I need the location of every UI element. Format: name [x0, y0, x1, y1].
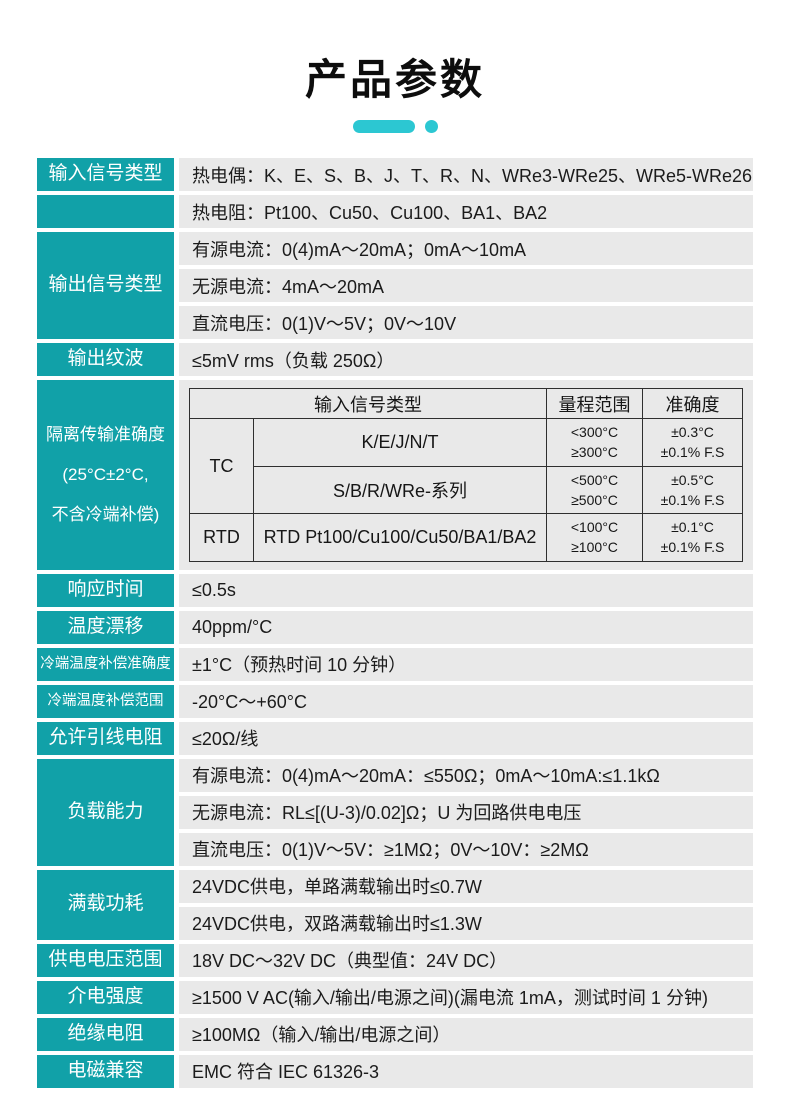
- isolation-label-line2: (25°C±2°C,: [62, 464, 149, 484]
- param-value-load-passive: 无源电流：RL≤[(U-3)/0.02]Ω；U 为回路供电电压: [179, 795, 753, 829]
- accuracy-row-tc-1: TC K/E/J/N/T <300°C ≥300°C ±0.3°C ±0.1% …: [189, 417, 743, 515]
- spec-row-insulation-resistance: 绝缘电阻 ≥100MΩ（输入/输出/电源之间）: [37, 1017, 753, 1051]
- param-value-dc-voltage: 直流电压：0(1)V～5V；0V～10V: [179, 306, 753, 339]
- param-label-cold-junction-range: 冷端温度补偿范围: [37, 684, 174, 718]
- spec-row-cold-junction-range: 冷端温度补偿范围 -20°C～+60°C: [37, 684, 753, 718]
- param-value-load-voltage: 直流电压：0(1)V～5V：≥1MΩ；0V～10V：≥2MΩ: [179, 832, 753, 866]
- spec-row-isolation-accuracy: 隔离传输准确度 (25°C±2°C, 不含冷端补偿) 输入信号类型 量程范围 准…: [37, 380, 753, 570]
- param-value-cold-junction-accuracy: ±1°C（预热时间 10 分钟）: [179, 647, 753, 681]
- spec-row-supply-voltage: 供电电压范围 18V DC～32V DC（典型值：24V DC）: [37, 943, 753, 977]
- param-label-emc: 电磁兼容: [37, 1054, 174, 1088]
- param-label-cold-junction-accuracy: 冷端温度补偿准确度: [37, 647, 174, 681]
- input-signal-values: 热电偶：K、E、S、B、J、T、R、N、WRe3-WRe25、WRe5-WRe2…: [179, 158, 753, 228]
- spec-row-temp-drift: 温度漂移 40ppm/°C: [37, 610, 753, 644]
- param-value-load-active: 有源电流：0(4)mA～20mA：≤550Ω；0mA～10mA:≤1.1kΩ: [179, 758, 753, 792]
- param-label-supply-voltage: 供电电压范围: [37, 943, 174, 977]
- accuracy-header-range: 量程范围: [546, 388, 643, 419]
- page-title: 产品参数: [304, 56, 485, 103]
- spec-row-full-load-power: 满载功耗 24VDC供电，单路满载输出时≤0.7W 24VDC供电，双路满载输出…: [37, 869, 753, 940]
- spec-row-dielectric-strength: 介电强度 ≥1500 V AC(输入/输出/电源之间)(漏电流 1mA，测试时间…: [37, 980, 753, 1014]
- param-label-lead-resistance: 允许引线电阻: [37, 721, 174, 755]
- param-value-cold-junction-range: -20°C～+60°C: [179, 684, 753, 718]
- param-label-load-capacity: 负载能力: [37, 758, 174, 866]
- accuracy-table-container: 输入信号类型 量程范围 准确度 TC K/E/J/N/T <300°C ≥300…: [179, 380, 753, 570]
- accuracy-table: 输入信号类型 量程范围 准确度 TC K/E/J/N/T <300°C ≥300…: [189, 388, 743, 562]
- output-signal-values: 有源电流：0(4)mA～20mA；0mA～10mA 无源电流：4mA～20mA …: [179, 232, 753, 339]
- title-underline-pill-icon: [352, 120, 415, 133]
- isolation-label-line3: 不含冷端补偿): [51, 504, 160, 524]
- param-value-output-ripple: ≤5mV rms（负载 250Ω）: [179, 343, 753, 376]
- accuracy-row-rtd: RTD RTD Pt100/Cu100/Cu50/BA1/BA2 <100°C …: [189, 513, 743, 562]
- param-label-output-signal: 输出信号类型: [37, 232, 174, 339]
- accuracy-cell-rtd-types: RTD Pt100/Cu100/Cu50/BA1/BA2: [253, 513, 547, 562]
- range-3-line2: ≥100°C: [571, 539, 618, 556]
- spec-row-input-signal: 输入信号类型 热电偶：K、E、S、B、J、T、R、N、WRe3-WRe25、WR…: [37, 158, 753, 228]
- acc-2-line2: ±0.1% F.S: [660, 491, 725, 508]
- acc-1-line2: ±0.1% F.S: [660, 444, 725, 461]
- accuracy-header-accuracy: 准确度: [642, 388, 743, 419]
- accuracy-cell-tc: TC: [189, 417, 254, 515]
- spec-row-emc: 电磁兼容 EMC 符合 IEC 61326-3: [37, 1054, 753, 1088]
- param-value-dielectric-strength: ≥1500 V AC(输入/输出/电源之间)(漏电流 1mA，测试时间 1 分钟…: [179, 980, 753, 1014]
- param-label-input-signal: 输入信号类型: [37, 158, 174, 191]
- range-3-line1: <100°C: [570, 519, 619, 536]
- param-value-insulation-resistance: ≥100MΩ（输入/输出/电源之间）: [179, 1017, 753, 1051]
- param-label-input-signal-spacer: [37, 195, 174, 228]
- param-value-active-current: 有源电流：0(4)mA～20mA；0mA～10mA: [179, 232, 753, 265]
- input-signal-label-column: 输入信号类型: [37, 158, 174, 228]
- param-value-power-single: 24VDC供电，单路满载输出时≤0.7W: [179, 869, 753, 903]
- param-label-response-time: 响应时间: [37, 573, 174, 607]
- title-underline-dot-icon: [424, 120, 438, 133]
- param-label-insulation-resistance: 绝缘电阻: [37, 1017, 174, 1051]
- param-value-emc: EMC 符合 IEC 61326-3: [179, 1054, 753, 1088]
- param-value-power-dual: 24VDC供电，双路满载输出时≤1.3W: [179, 906, 753, 940]
- param-value-rtd-types: 热电阻：Pt100、Cu50、Cu100、BA1、BA2: [179, 195, 753, 228]
- accuracy-cell-acc-1: ±0.3°C ±0.1% F.S: [642, 418, 743, 467]
- param-value-response-time: ≤0.5s: [179, 573, 753, 607]
- spec-row-load-capacity: 负载能力 有源电流：0(4)mA～20mA：≤550Ω；0mA～10mA:≤1.…: [37, 758, 753, 866]
- spec-row-output-signal: 输出信号类型 有源电流：0(4)mA～20mA；0mA～10mA 无源电流：4m…: [37, 232, 753, 339]
- accuracy-cell-range-3: <100°C ≥100°C: [546, 513, 643, 562]
- spec-row-cold-junction-accuracy: 冷端温度补偿准确度 ±1°C（预热时间 10 分钟）: [37, 647, 753, 681]
- param-value-thermocouple: 热电偶：K、E、S、B、J、T、R、N、WRe3-WRe25、WRe5-WRe2…: [179, 158, 753, 191]
- accuracy-cell-range-1: <300°C ≥300°C: [546, 418, 643, 467]
- isolation-label-line1: 隔离传输准确度: [46, 424, 165, 444]
- accuracy-row-tc-2: S/B/R/WRe-系列 <500°C ≥500°C ±0.5°C ±0.1% …: [190, 465, 743, 515]
- param-label-full-load-power: 满载功耗: [37, 869, 174, 940]
- title-underline: [0, 120, 790, 133]
- accuracy-cell-kejnt: K/E/J/N/T: [253, 418, 547, 467]
- accuracy-cell-sbrwre: S/B/R/WRe-系列: [253, 465, 547, 515]
- range-2-line1: <500°C: [570, 471, 619, 488]
- load-capacity-values: 有源电流：0(4)mA～20mA：≤550Ω；0mA～10mA:≤1.1kΩ 无…: [179, 758, 753, 866]
- accuracy-cell-acc-3: ±0.1°C ±0.1% F.S: [642, 513, 743, 562]
- range-1-line1: <300°C: [570, 424, 619, 440]
- param-label-dielectric-strength: 介电强度: [37, 980, 174, 1014]
- param-label-temp-drift: 温度漂移: [37, 610, 174, 644]
- param-value-passive-current: 无源电流：4mA～20mA: [179, 269, 753, 302]
- spec-table: 输入信号类型 热电偶：K、E、S、B、J、T、R、N、WRe3-WRe25、WR…: [37, 158, 753, 1088]
- acc-1-line1: ±0.3°C: [671, 424, 714, 440]
- range-1-line2: ≥300°C: [571, 444, 618, 461]
- spec-row-lead-resistance: 允许引线电阻 ≤20Ω/线: [37, 721, 753, 755]
- accuracy-cell-acc-2: ±0.5°C ±0.1% F.S: [642, 465, 743, 515]
- accuracy-cell-rtd: RTD: [189, 513, 254, 562]
- acc-3-line2: ±0.1% F.S: [660, 539, 725, 556]
- param-value-lead-resistance: ≤20Ω/线: [179, 721, 753, 755]
- acc-2-line1: ±0.5°C: [671, 471, 714, 488]
- spec-row-response-time: 响应时间 ≤0.5s: [37, 573, 753, 607]
- full-load-power-values: 24VDC供电，单路满载输出时≤0.7W 24VDC供电，双路满载输出时≤1.3…: [179, 869, 753, 940]
- accuracy-header-signal-type: 输入信号类型: [189, 388, 547, 419]
- param-value-supply-voltage: 18V DC～32V DC（典型值：24V DC）: [179, 943, 753, 977]
- spec-row-output-ripple: 输出纹波 ≤5mV rms（负载 250Ω）: [37, 343, 753, 376]
- param-label-output-ripple: 输出纹波: [37, 343, 174, 376]
- acc-3-line1: ±0.1°C: [671, 519, 714, 536]
- param-label-isolation-accuracy: 隔离传输准确度 (25°C±2°C, 不含冷端补偿): [37, 380, 174, 570]
- param-value-temp-drift: 40ppm/°C: [179, 610, 753, 644]
- accuracy-cell-range-2: <500°C ≥500°C: [546, 465, 643, 515]
- range-2-line2: ≥500°C: [571, 491, 618, 508]
- accuracy-table-header-row: 输入信号类型 量程范围 准确度: [189, 388, 743, 419]
